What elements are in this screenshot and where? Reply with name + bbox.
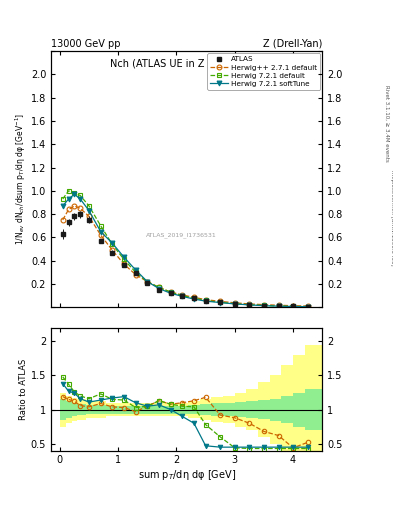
X-axis label: sum p$_{T}$/dη dφ [GeV]: sum p$_{T}$/dη dφ [GeV] (138, 468, 236, 482)
Text: mcplots.cern.ch [arXiv:1306.3436]: mcplots.cern.ch [arXiv:1306.3436] (390, 170, 393, 265)
Legend: ATLAS, Herwig++ 2.7.1 default, Herwig 7.2.1 default, Herwig 7.2.1 softTune: ATLAS, Herwig++ 2.7.1 default, Herwig 7.… (207, 53, 320, 90)
Text: Nch (ATLAS UE in Z production): Nch (ATLAS UE in Z production) (110, 59, 264, 69)
Y-axis label: 1/N$_{ev}$ dN$_{ch}$/dsum p$_{T}$/dη dφ [GeV$^{-1}$]: 1/N$_{ev}$ dN$_{ch}$/dsum p$_{T}$/dη dφ … (14, 113, 28, 245)
Text: Z (Drell-Yan): Z (Drell-Yan) (263, 38, 322, 49)
Text: Rivet 3.1.10, ≥ 3.4M events: Rivet 3.1.10, ≥ 3.4M events (385, 84, 389, 161)
Y-axis label: Ratio to ATLAS: Ratio to ATLAS (19, 358, 28, 420)
Text: 13000 GeV pp: 13000 GeV pp (51, 38, 121, 49)
Text: ATLAS_2019_I1736531: ATLAS_2019_I1736531 (146, 232, 217, 239)
